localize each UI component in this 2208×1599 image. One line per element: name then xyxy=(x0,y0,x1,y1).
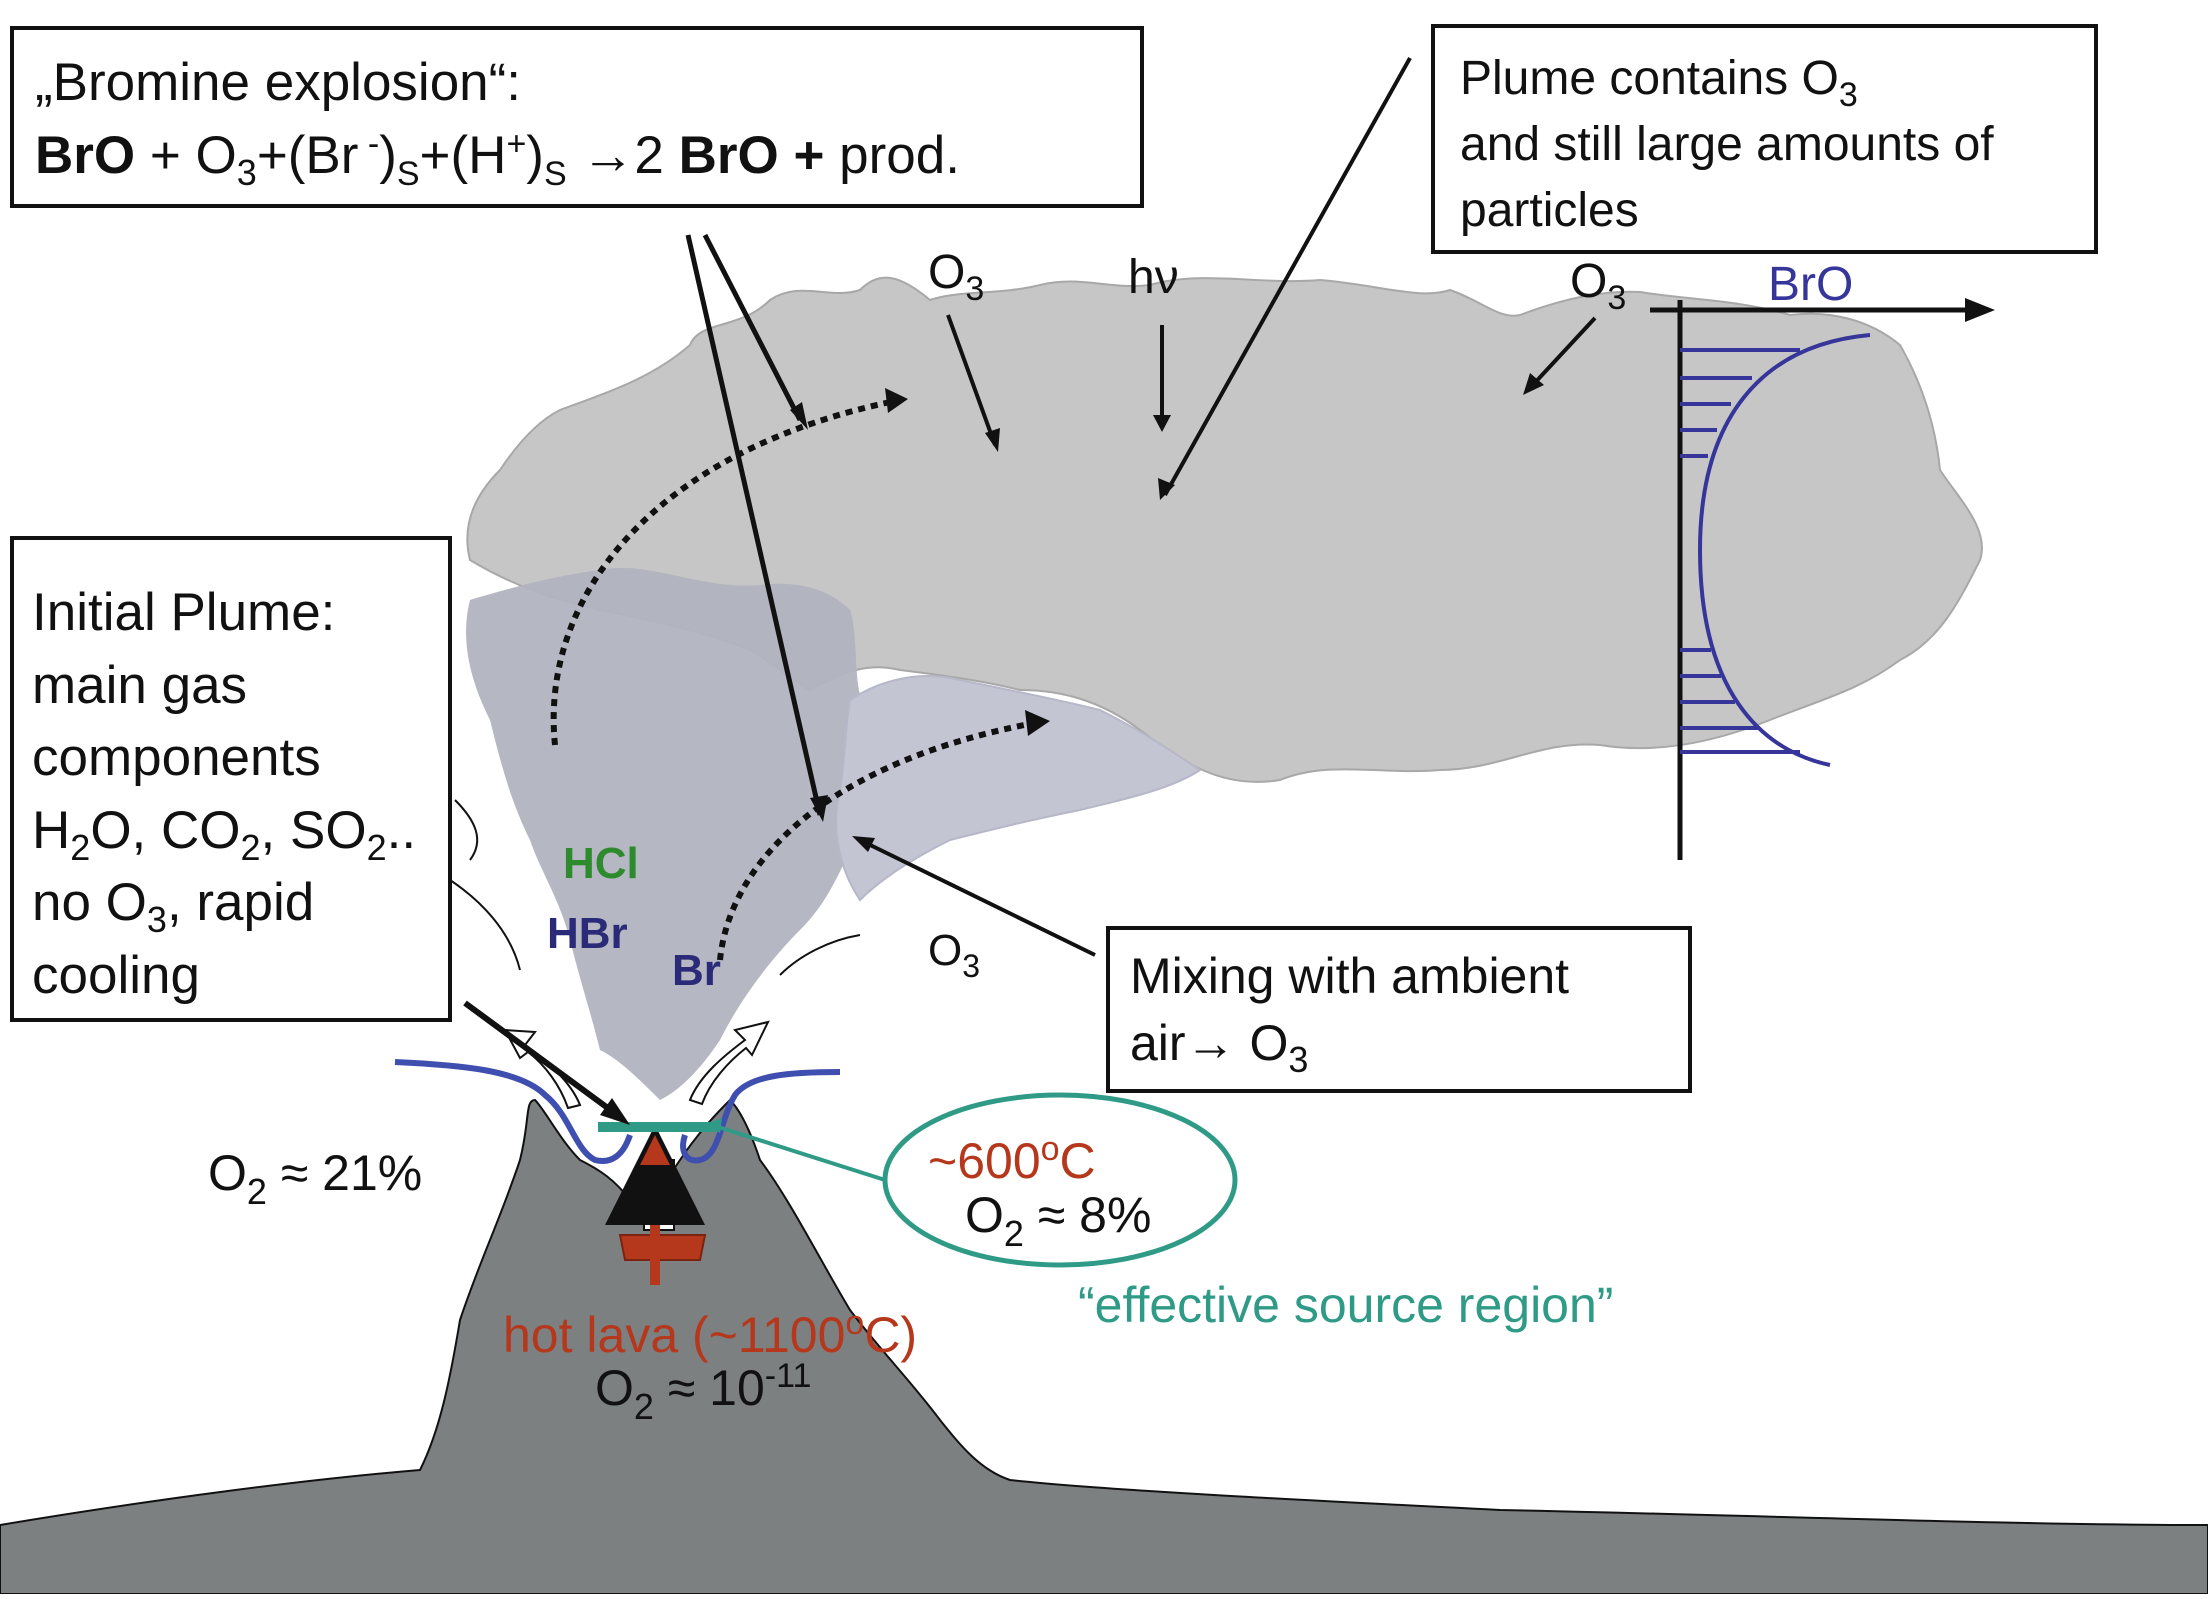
bromine-box-title: „Bromine explosion“: xyxy=(35,53,521,112)
initial-plume-box xyxy=(10,536,452,1022)
dotted-flow-arrow-2 xyxy=(717,719,1041,961)
pointer-mixing-box xyxy=(859,838,1096,957)
pointer-plume-box xyxy=(1163,57,1412,496)
initial-box-line5: no O3, rapid xyxy=(32,873,314,940)
outflow-arrow-right xyxy=(688,1020,770,1106)
pointer-bromine-to-mixing xyxy=(685,234,823,816)
lava-arrowhead xyxy=(640,1135,670,1165)
hbr-label: HBr xyxy=(547,909,628,958)
bro-profile-curve xyxy=(1697,333,1871,767)
ambient-air-flow-right xyxy=(680,1069,841,1164)
o2-ambient-label: O2 ≈ 21% xyxy=(208,1145,422,1212)
initial-box-line1: Initial Plume: xyxy=(32,583,335,642)
o2-lava-label: O2 ≈ 10-11 xyxy=(595,1357,811,1427)
pointer-bromine-to-mixing-head xyxy=(810,795,828,822)
bro-axis-label: BrO xyxy=(1768,258,1853,311)
hot-lava-label: hot lava (~1100oC) xyxy=(503,1304,917,1363)
dotted-flow-arrowhead-1 xyxy=(885,388,908,413)
plume-box-line2: and still large amounts of xyxy=(1460,118,1994,171)
mixing-box xyxy=(1106,926,1692,1093)
pointer-plume-box-head xyxy=(1158,478,1175,500)
pointer-initial-box xyxy=(463,1000,622,1120)
br-label: Br xyxy=(672,946,721,995)
hv-arrow-head xyxy=(1153,415,1171,432)
plume-edge-line-3 xyxy=(779,934,861,976)
bro-profile-axis-arrowhead xyxy=(1965,298,1995,322)
o3-label-top-right: O3 xyxy=(1570,255,1626,317)
o3-label-top-left: O3 xyxy=(928,246,984,308)
initial-box-line2: main gas xyxy=(32,656,247,715)
ambient-air-flow-left xyxy=(394,1059,633,1164)
effective-source-label: “effective source region” xyxy=(1078,1277,1613,1333)
pointer-teal-head xyxy=(705,1118,722,1133)
initial-box-line6: cooling xyxy=(32,946,200,1005)
bromine-explosion-box xyxy=(10,26,1144,208)
pointer-initial-box-head xyxy=(600,1098,630,1125)
o3-arrow-2-head xyxy=(1523,373,1544,395)
effective-source-bar xyxy=(598,1122,716,1132)
pointer-mixing-box-head xyxy=(852,836,875,852)
bro-profile-hatching xyxy=(1680,348,1800,754)
dotted-flow-arrowhead-2 xyxy=(1025,710,1050,736)
initial-plume xyxy=(466,567,875,1100)
bromine-equation: BrO + O3+(Br -)S+(H+)S →2 BrO + prod. xyxy=(35,125,960,193)
mixing-box-line1: Mixing with ambient xyxy=(1130,948,1569,1004)
plume-contains-box xyxy=(1431,24,2098,254)
mixing-lobe xyxy=(835,675,1202,902)
plume-edge-line-2 xyxy=(449,879,521,971)
hv-label: hν xyxy=(1128,251,1179,304)
o3-arrow-1-head xyxy=(985,428,1000,452)
temp-600-label: ~600oC xyxy=(928,1130,1096,1189)
plume-edge-line-1 xyxy=(454,799,479,861)
o3-arrow-2 xyxy=(1528,316,1597,390)
o3-label-mixing: O3 xyxy=(928,926,980,984)
source-region-ellipse xyxy=(882,1092,1238,1268)
initial-box-line4: H2O, CO2, SO2.. xyxy=(32,801,416,868)
pointer-bromine-to-plume xyxy=(702,233,803,422)
plume-box-line1: Plume contains O3 xyxy=(1460,52,1858,114)
mixing-box-line2: air→ O3 xyxy=(1130,1015,1308,1080)
pointer-bromine-to-plume-head xyxy=(790,402,808,430)
initial-box-line3: components xyxy=(32,728,321,787)
lava-chamber xyxy=(618,1234,707,1261)
o3-arrow-1 xyxy=(946,314,997,446)
dotted-flow-arrow-1 xyxy=(550,397,901,746)
hcl-label: HCl xyxy=(563,839,639,888)
o2-8-label: O2 ≈ 8% xyxy=(965,1187,1151,1254)
pointer-teal-to-ellipse xyxy=(711,1123,886,1182)
plume-box-line3: particles xyxy=(1460,184,1639,237)
